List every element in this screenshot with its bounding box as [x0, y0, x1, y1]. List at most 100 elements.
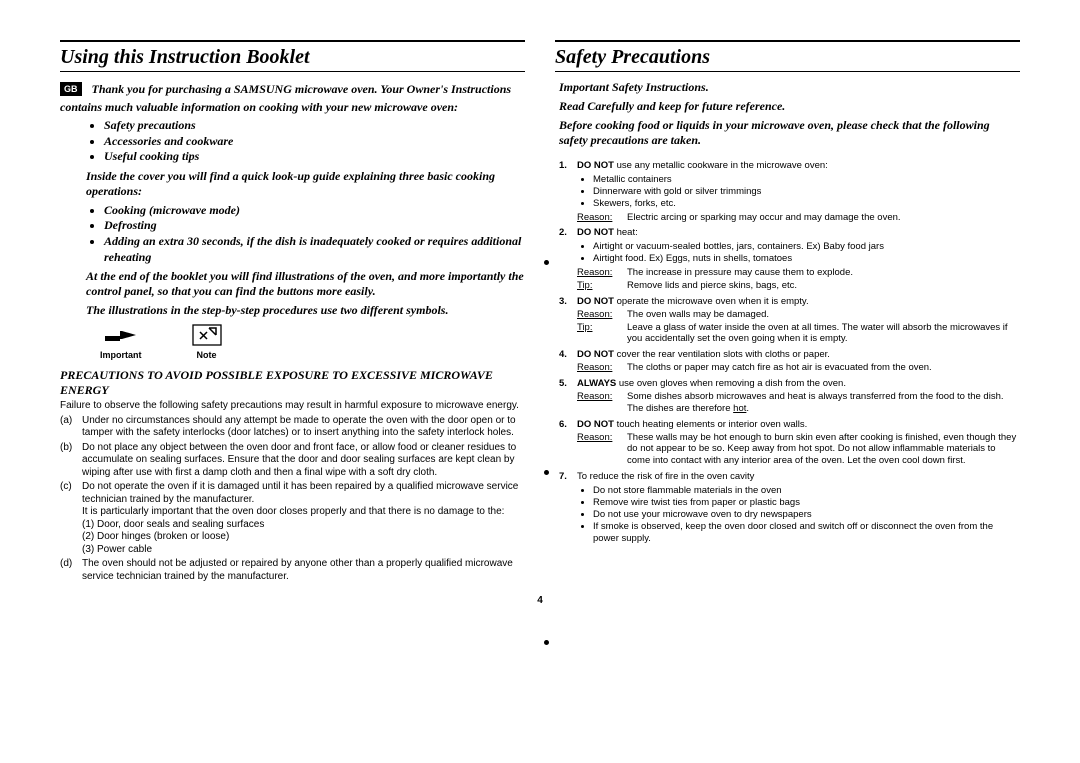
- marker: (d): [60, 558, 82, 583]
- list-item: Skewers, forks, etc.: [593, 198, 1020, 210]
- num: 2.: [559, 227, 577, 292]
- tip-text: Remove lids and pierce skins, bags, etc.: [627, 280, 1020, 292]
- list-item: Cooking (microwave mode): [104, 203, 525, 219]
- safety-item-1: 1. DO NOT use any metallic cookware in t…: [559, 160, 1020, 224]
- right-section-title: Safety Precautions: [555, 40, 1020, 72]
- list-item: If smoke is observed, keep the oven door…: [593, 521, 1020, 545]
- reason-label: Reason:: [577, 309, 627, 321]
- num: 3.: [559, 296, 577, 347]
- read-carefully: Read Carefully and keep for future refer…: [559, 99, 1020, 114]
- reason-row: Reason:These walls may be hot enough to …: [577, 432, 1020, 468]
- lead: DO NOT: [577, 296, 614, 307]
- marker: (c): [60, 481, 82, 556]
- intro-block: GB Thank you for purchasing a SAMSUNG mi…: [60, 80, 525, 116]
- lead: DO NOT: [577, 419, 614, 430]
- lead-tail: cover the rear ventilation slots with cl…: [614, 349, 830, 360]
- end-text: At the end of the booklet you will find …: [86, 269, 525, 299]
- before-cooking: Before cooking food or liquids in your m…: [559, 118, 1020, 148]
- list-item: Airtight or vacuum-sealed bottles, jars,…: [593, 241, 1020, 253]
- safety-item-6: 6. DO NOT touch heating elements or inte…: [559, 419, 1020, 469]
- lead: DO NOT: [577, 160, 614, 171]
- important-safety-heading: Important Safety Instructions.: [559, 80, 1020, 95]
- reason-text: The oven walls may be damaged.: [627, 309, 1020, 321]
- list-item: Airtight food. Ex) Eggs, nuts in shells,…: [593, 253, 1020, 265]
- list-item-b: (b) Do not place any object between the …: [60, 442, 525, 480]
- item-text: The oven should not be adjusted or repai…: [82, 558, 525, 583]
- symbol-label: Note: [197, 350, 217, 360]
- reason-row: Reason:The cloths or paper may catch fir…: [577, 362, 1020, 374]
- right-body: Important Safety Instructions. Read Care…: [555, 80, 1020, 546]
- reason-text: Electric arcing or sparking may occur an…: [627, 212, 1020, 224]
- page-number: 4: [60, 595, 1020, 606]
- lead-tail: touch heating elements or interior oven …: [614, 419, 807, 430]
- body: DO NOT touch heating elements or interio…: [577, 419, 1020, 469]
- failure-text: Failure to observe the following safety …: [60, 400, 525, 413]
- reason-label: Reason:: [577, 212, 627, 224]
- body: To reduce the risk of fire in the oven c…: [577, 471, 1020, 546]
- left-column: Using this Instruction Booklet GB Thank …: [60, 40, 525, 585]
- illus-text: The illustrations in the step-by-step pr…: [86, 303, 525, 318]
- reason-label: Reason:: [577, 432, 627, 468]
- list-item: Do not use your microwave oven to dry ne…: [593, 509, 1020, 521]
- safety-item-7: 7. To reduce the risk of fire in the ove…: [559, 471, 1020, 546]
- precautions-heading: PRECAUTIONS TO AVOID POSSIBLE EXPOSURE T…: [60, 368, 525, 398]
- reason-row: Reason:Some dishes absorb microwaves and…: [577, 391, 1020, 415]
- safety-item-4: 4. DO NOT cover the rear ventilation slo…: [559, 349, 1020, 375]
- inside-text: Inside the cover you will find a quick l…: [86, 169, 525, 199]
- list-item: Dinnerware with gold or silver trimmings: [593, 186, 1020, 198]
- item-text: Do not operate the oven if it is damaged…: [82, 481, 525, 556]
- body: DO NOT heat: Airtight or vacuum-sealed b…: [577, 227, 1020, 292]
- list-item: Adding an extra 30 seconds, if the dish …: [104, 234, 525, 265]
- lead-plain: To reduce the risk of fire in the oven c…: [577, 471, 754, 482]
- sub-item: (2) Door hinges (broken or loose): [82, 531, 525, 544]
- list-item: Safety precautions: [104, 118, 525, 134]
- lead-tail: operate the microwave oven when it is em…: [614, 296, 809, 307]
- note-icon: [192, 324, 222, 346]
- symbols-row: Important Note: [100, 324, 525, 360]
- binding-dot: [544, 640, 549, 645]
- reason-text: Some dishes absorb microwaves and heat i…: [627, 391, 1020, 415]
- reason-label: Reason:: [577, 391, 627, 415]
- list-item: Accessories and cookware: [104, 134, 525, 150]
- body: DO NOT use any metallic cookware in the …: [577, 160, 1020, 224]
- safety-item-2: 2. DO NOT heat: Airtight or vacuum-seale…: [559, 227, 1020, 292]
- num: 4.: [559, 349, 577, 375]
- list-item: Metallic containers: [593, 174, 1020, 186]
- inner-bullets: Do not store flammable materials in the …: [577, 485, 1020, 544]
- tip-text: Leave a glass of water inside the oven a…: [627, 322, 1020, 346]
- reason-row: Reason:The oven walls may be damaged.: [577, 309, 1020, 321]
- list-item-d: (d) The oven should not be adjusted or r…: [60, 558, 525, 583]
- reason-label: Reason:: [577, 267, 627, 279]
- item-text: Under no circumstances should any attemp…: [82, 415, 525, 440]
- note-symbol: Note: [192, 324, 222, 360]
- list-item: Defrosting: [104, 218, 525, 234]
- lead: DO NOT: [577, 227, 614, 238]
- intro-bullets: Safety precautions Accessories and cookw…: [60, 118, 525, 165]
- safety-item-5: 5. ALWAYS use oven gloves when removing …: [559, 378, 1020, 416]
- num: 6.: [559, 419, 577, 469]
- item-text: Do not place any object between the oven…: [82, 442, 525, 480]
- marker: (b): [60, 442, 82, 480]
- body: DO NOT cover the rear ventilation slots …: [577, 349, 1020, 375]
- lead-tail: use oven gloves when removing a dish fro…: [616, 378, 846, 389]
- intro-text: Thank you for purchasing a SAMSUNG micro…: [60, 82, 511, 114]
- letter-list: (a) Under no circumstances should any at…: [60, 415, 525, 584]
- reason-row: Reason:Electric arcing or sparking may o…: [577, 212, 1020, 224]
- tip-row: Tip:Leave a glass of water inside the ov…: [577, 322, 1020, 346]
- numbered-list: 1. DO NOT use any metallic cookware in t…: [559, 160, 1020, 546]
- reason-text: The cloths or paper may catch fire as ho…: [627, 362, 1020, 374]
- symbol-label: Important: [100, 350, 142, 360]
- safety-item-3: 3. DO NOT operate the microwave oven whe…: [559, 296, 1020, 347]
- list-item-c: (c) Do not operate the oven if it is dam…: [60, 481, 525, 556]
- list-item: Do not store flammable materials in the …: [593, 485, 1020, 497]
- right-column: Safety Precautions Important Safety Inst…: [555, 40, 1020, 585]
- lead: ALWAYS: [577, 378, 616, 389]
- lead: DO NOT: [577, 349, 614, 360]
- binding-dot: [544, 470, 549, 475]
- body: DO NOT operate the microwave oven when i…: [577, 296, 1020, 347]
- list-item-a: (a) Under no circumstances should any at…: [60, 415, 525, 440]
- reason-text: The increase in pressure may cause them …: [627, 267, 1020, 279]
- sub-item: (3) Power cable: [82, 544, 525, 557]
- columns: Using this Instruction Booklet GB Thank …: [60, 40, 1020, 585]
- inner-bullets: Airtight or vacuum-sealed bottles, jars,…: [577, 241, 1020, 265]
